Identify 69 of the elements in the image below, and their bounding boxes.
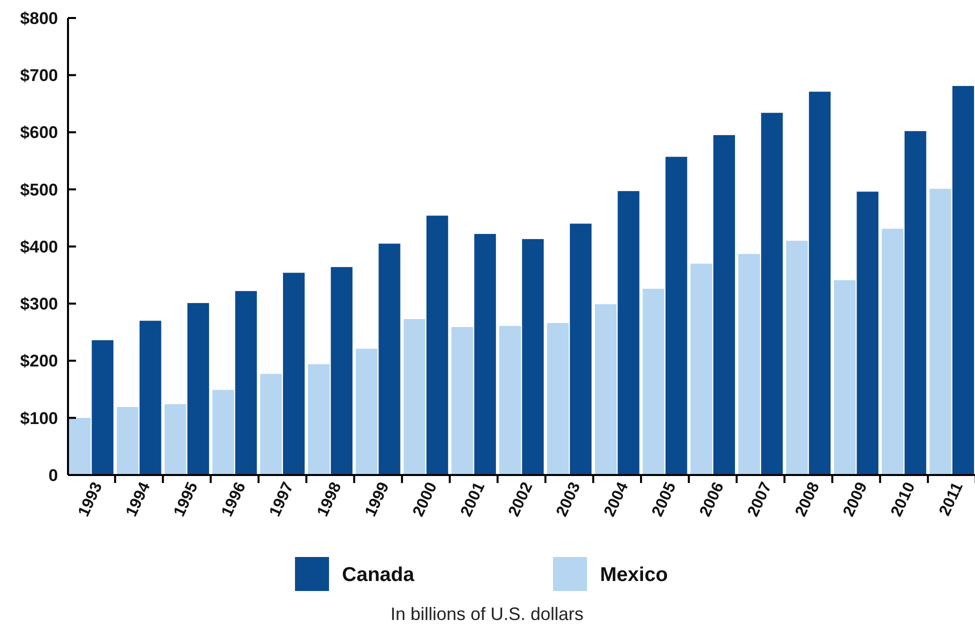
bar <box>164 404 186 475</box>
bar <box>116 407 138 475</box>
bar <box>786 240 808 475</box>
bar <box>713 135 735 475</box>
x-tick-label: 1994 <box>123 480 154 520</box>
x-tick-label: 1999 <box>362 480 393 520</box>
y-tick-label: $200 <box>20 352 58 371</box>
x-tick-label: 2006 <box>697 480 728 520</box>
bar <box>451 327 474 475</box>
x-tick-label: 2004 <box>601 480 632 520</box>
x-tick-label: 2011 <box>936 480 967 519</box>
x-tick-label: 2001 <box>458 480 488 520</box>
x-tick-label: 2005 <box>649 480 680 520</box>
bar <box>642 288 664 475</box>
x-tick-label: 2008 <box>792 480 824 520</box>
bar <box>235 291 257 475</box>
bar <box>594 304 617 475</box>
bar <box>499 326 521 475</box>
bar <box>187 303 210 475</box>
y-tick-label: $700 <box>20 66 58 86</box>
x-tick-label: 1998 <box>314 480 345 520</box>
bar <box>356 348 378 475</box>
bar <box>834 280 856 475</box>
x-tick-label: 1997 <box>266 480 298 520</box>
x-tick-label: 1993 <box>75 480 106 520</box>
x-tick-label: 2010 <box>888 480 919 520</box>
bar <box>666 156 688 475</box>
bar <box>140 320 162 475</box>
bar <box>212 390 234 475</box>
legend-label: Mexico <box>600 564 668 586</box>
bar <box>308 364 330 475</box>
bar <box>522 239 544 475</box>
bar <box>904 131 926 475</box>
bar <box>882 228 904 475</box>
bar <box>738 254 760 475</box>
x-tick-label: 1996 <box>218 480 250 520</box>
bar <box>426 216 448 475</box>
bar <box>761 112 783 475</box>
bar <box>283 272 305 475</box>
y-tick-label: $300 <box>20 294 58 314</box>
bar <box>952 86 974 475</box>
x-tick-label: 1995 <box>171 480 202 520</box>
y-tick-label: $400 <box>20 237 58 256</box>
bar <box>474 234 496 475</box>
bar <box>92 340 114 475</box>
y-tick-label: $800 <box>20 8 58 28</box>
bar <box>378 244 400 475</box>
bar <box>690 264 712 475</box>
y-tick-label: $500 <box>20 180 58 200</box>
bar <box>808 92 831 475</box>
x-tick-label: 2009 <box>840 480 871 520</box>
bar <box>330 267 352 475</box>
x-tick-label: 2003 <box>554 480 584 520</box>
bar <box>404 319 426 475</box>
x-tick-label: 2002 <box>506 480 536 520</box>
bar <box>618 191 640 475</box>
bar <box>260 374 282 475</box>
x-tick-label: 2000 <box>410 480 441 520</box>
bar <box>930 188 952 475</box>
legend-label: Canada <box>342 564 416 586</box>
bar <box>68 418 91 475</box>
y-tick-label: $600 <box>20 123 58 142</box>
bar <box>856 192 878 475</box>
text: In billions of U.S. dollars <box>390 604 584 624</box>
y-tick-label: 0 <box>48 466 58 485</box>
y-tick-label: $100 <box>20 408 58 428</box>
bar <box>570 224 592 475</box>
x-tick-label: 2007 <box>744 480 776 520</box>
bar <box>547 323 569 475</box>
